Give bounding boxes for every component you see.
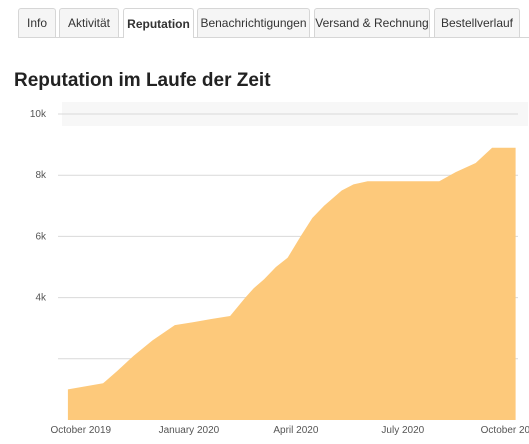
tab-notifications[interactable]: Benachrichtigungen — [197, 8, 310, 37]
tab-info[interactable]: Info — [18, 8, 56, 37]
tab-order-history[interactable]: Bestellverlauf — [434, 8, 520, 37]
tab-bar-divider — [18, 37, 529, 38]
x-tick-label: October 2020 — [481, 425, 529, 436]
y-tick-label: 8k — [35, 170, 47, 181]
tab-activity[interactable]: Aktivität — [59, 8, 119, 37]
reputation-area — [67, 147, 516, 420]
y-tick-label: 6k — [35, 231, 47, 242]
y-tick-label: 4k — [35, 293, 47, 304]
tab-shipping-billing[interactable]: Versand & Rechnung — [314, 8, 430, 37]
tab-bar: Info Aktivität Reputation Benachrichtigu… — [0, 0, 529, 38]
reputation-chart: 4k 6k 8k 10k October 2019 January 2020 April … — [30, 102, 529, 436]
x-tick-label: July 2020 — [381, 425, 424, 436]
tab-reputation[interactable]: Reputation — [123, 8, 194, 38]
page-title: Reputation im Laufe der Zeit — [14, 70, 271, 91]
x-tick-label: October 2019 — [50, 425, 111, 436]
y-tick-label: 10k — [30, 109, 47, 120]
x-tick-label: January 2020 — [159, 425, 220, 436]
x-tick-label: April 2020 — [273, 425, 318, 436]
